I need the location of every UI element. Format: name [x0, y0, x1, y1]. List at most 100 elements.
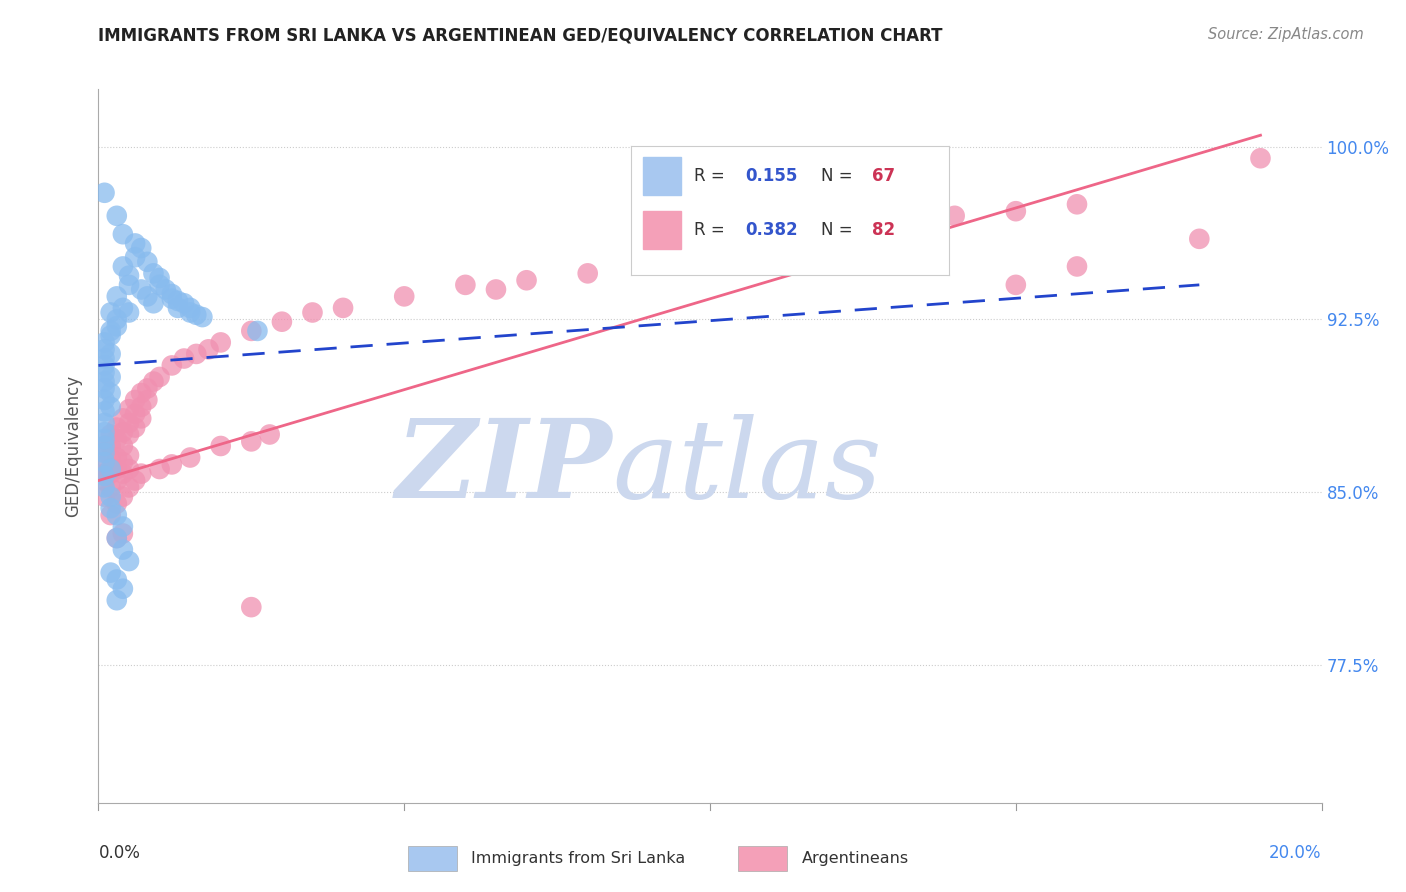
Point — [111, 526, 134, 541]
Point — [93, 404, 115, 418]
Point — [124, 474, 146, 488]
Point — [118, 480, 141, 494]
Point — [240, 324, 263, 338]
Point — [167, 301, 190, 315]
Point — [129, 411, 152, 425]
Point — [93, 343, 115, 357]
Point — [118, 448, 141, 462]
Text: R =: R = — [695, 221, 730, 239]
Point — [142, 266, 165, 280]
Point — [100, 427, 122, 442]
Point — [516, 273, 538, 287]
Text: 20.0%: 20.0% — [1270, 844, 1322, 863]
Point — [100, 566, 122, 580]
Point — [93, 458, 115, 472]
Point — [1004, 277, 1026, 292]
Point — [100, 439, 122, 453]
Point — [105, 593, 128, 607]
Point — [129, 386, 152, 401]
Text: Source: ZipAtlas.com: Source: ZipAtlas.com — [1208, 27, 1364, 42]
Text: R =: R = — [695, 167, 730, 185]
Point — [118, 427, 141, 442]
Point — [93, 439, 115, 453]
Point — [118, 554, 141, 568]
Point — [111, 301, 134, 315]
Point — [883, 220, 905, 235]
Point — [118, 268, 141, 283]
Point — [105, 209, 128, 223]
Point — [105, 531, 128, 545]
Point — [100, 328, 122, 343]
Point — [100, 386, 122, 401]
Point — [93, 351, 115, 366]
Point — [105, 450, 128, 465]
Point — [129, 400, 152, 414]
Text: Immigrants from Sri Lanka: Immigrants from Sri Lanka — [471, 851, 685, 866]
Point — [93, 439, 115, 453]
Point — [93, 469, 115, 483]
Point — [699, 244, 721, 258]
Point — [209, 439, 232, 453]
Point — [93, 381, 115, 395]
Point — [173, 351, 195, 366]
Point — [129, 467, 152, 481]
Point — [332, 301, 354, 315]
Point — [173, 296, 195, 310]
Point — [100, 400, 122, 414]
Point — [124, 250, 146, 264]
Point — [100, 370, 122, 384]
Point — [301, 305, 323, 319]
Bar — [643, 211, 682, 249]
Point — [111, 260, 134, 274]
Point — [111, 519, 134, 533]
Point — [179, 450, 201, 465]
Text: 0.382: 0.382 — [745, 221, 797, 239]
Point — [1188, 232, 1211, 246]
Point — [93, 446, 115, 460]
Point — [1004, 204, 1026, 219]
Point — [100, 490, 122, 504]
Point — [129, 283, 152, 297]
Point — [105, 432, 128, 446]
Point — [105, 508, 128, 522]
Point — [270, 315, 292, 329]
Point — [105, 573, 128, 587]
Point — [100, 324, 122, 338]
Y-axis label: GED/Equivalency: GED/Equivalency — [65, 375, 83, 517]
Point — [93, 425, 115, 440]
Point — [93, 490, 115, 504]
Point — [105, 289, 128, 303]
Point — [93, 455, 115, 469]
Point — [637, 255, 661, 269]
Point — [136, 381, 159, 395]
Point — [160, 287, 183, 301]
Point — [111, 411, 134, 425]
Point — [111, 490, 134, 504]
Point — [136, 255, 159, 269]
Point — [179, 305, 201, 319]
Point — [485, 283, 508, 297]
Point — [186, 308, 208, 322]
Point — [105, 420, 128, 434]
Point — [100, 467, 122, 481]
Point — [118, 277, 141, 292]
Point — [759, 232, 782, 246]
Text: atlas: atlas — [612, 414, 882, 521]
Point — [259, 427, 281, 442]
Point — [118, 462, 141, 476]
Point — [821, 227, 844, 242]
Point — [149, 462, 172, 476]
Point — [100, 501, 122, 516]
Point — [142, 296, 165, 310]
Text: ZIP: ZIP — [395, 414, 612, 521]
Text: 0.0%: 0.0% — [98, 844, 141, 863]
Point — [136, 289, 159, 303]
Point — [100, 347, 122, 361]
Point — [124, 407, 146, 421]
Point — [191, 310, 214, 324]
Point — [111, 227, 134, 242]
Point — [240, 600, 263, 615]
Point — [100, 305, 122, 319]
Point — [392, 289, 416, 303]
Point — [100, 462, 122, 476]
